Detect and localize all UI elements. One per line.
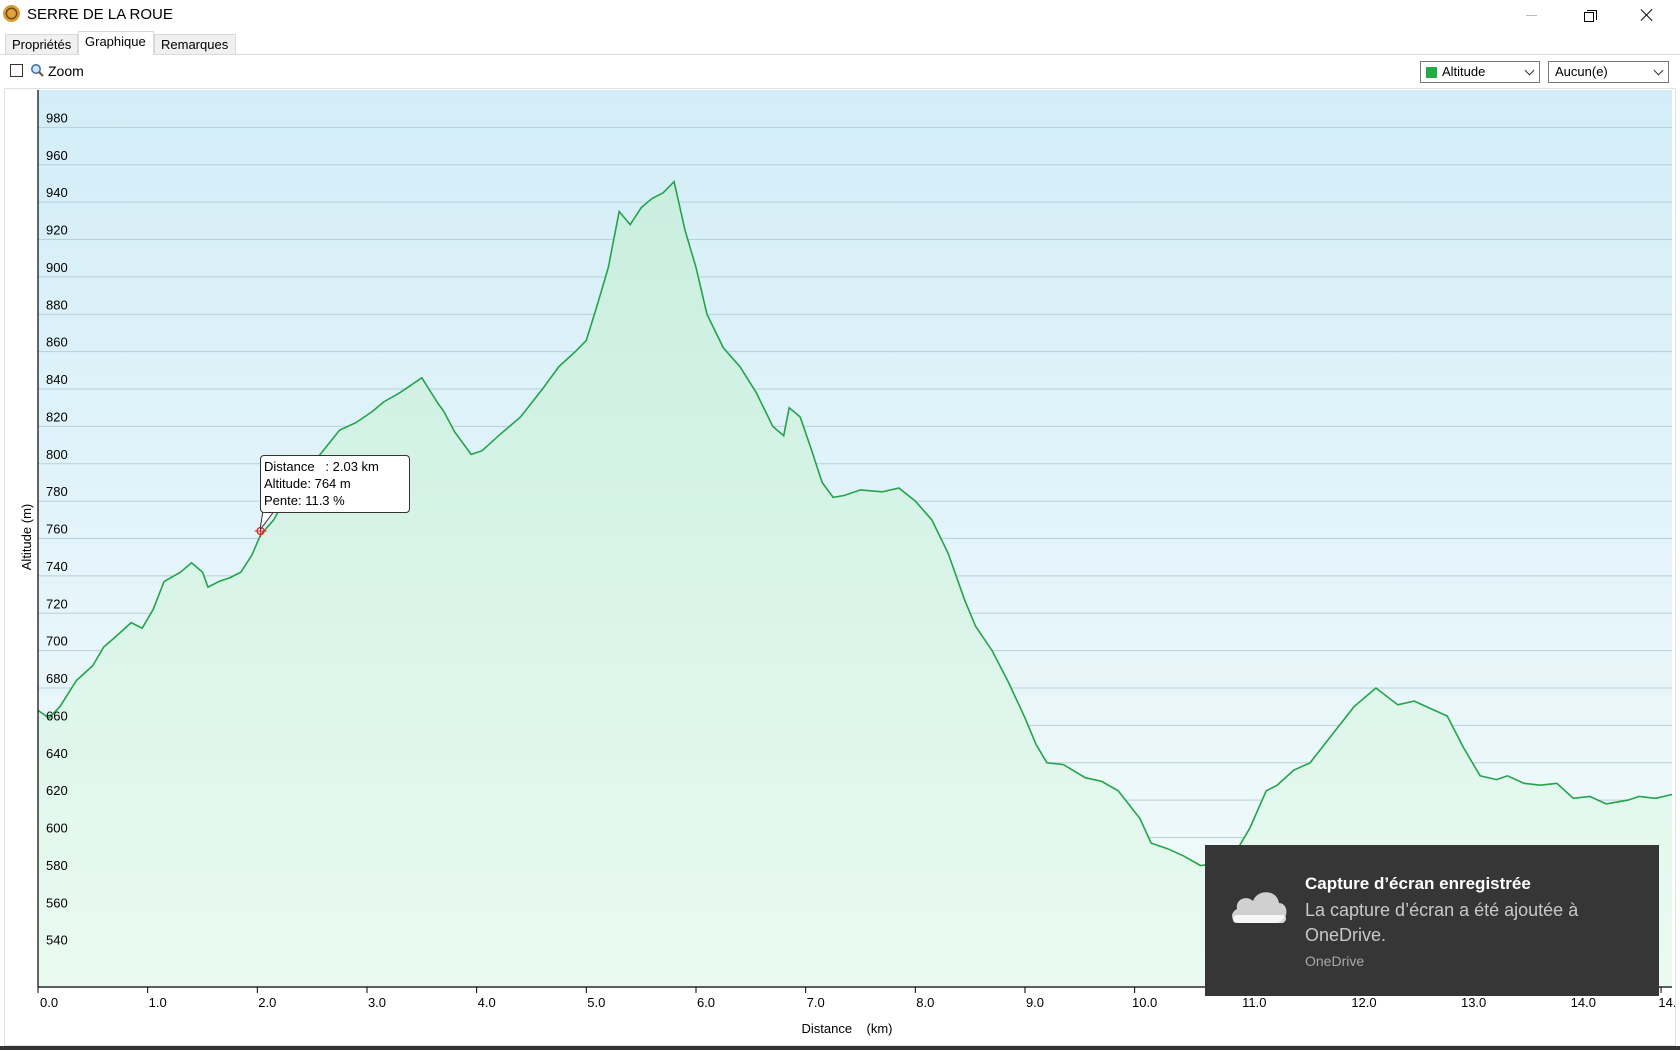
x-tick-label: 6.0 [697, 995, 715, 1010]
y-tick-label: 640 [46, 746, 68, 761]
chart-tooltip: Distance : 2.03 km Altitude: 764 m Pente… [260, 455, 410, 513]
series-select-value: Altitude [1442, 64, 1486, 79]
elevation-line [37, 179, 1673, 867]
y-tick-label: 880 [46, 297, 68, 312]
tab-graphique[interactable]: Graphique [78, 31, 154, 55]
restore-icon [1583, 9, 1597, 22]
chart-frame: 980 960 940 920 900 880 860 840 820 800 780 760 740 7… [4, 88, 1676, 1046]
y-tick-label: 840 [46, 372, 68, 387]
elevation-chart[interactable]: 980 960 940 920 900 880 860 840 820 800 780 760 740 7… [5, 89, 1675, 1045]
x-tick-label: 14.8 [1658, 995, 1675, 1010]
tab-bar: Propriétés Graphique Remarques [0, 30, 1680, 55]
y-tick-label: 620 [46, 783, 68, 798]
y-tick-label: 940 [46, 185, 68, 200]
y-axis-label: Altitude (m) [19, 504, 34, 570]
y-tick-label: 680 [46, 671, 68, 686]
x-tick-label: 5.0 [587, 995, 605, 1010]
x-tick-label: 0.0 [40, 995, 58, 1010]
y-tick-label: 660 [46, 708, 68, 723]
tooltip-distance: Distance : 2.03 km [264, 459, 379, 474]
minimize-button[interactable] [1508, 0, 1554, 30]
tooltip-slope: Pente: 11.3 % [264, 493, 345, 508]
title-bar: SERRE DE LA ROUE [0, 0, 1680, 30]
y-tick-label: 780 [46, 484, 68, 499]
x-tick-label: 4.0 [478, 995, 496, 1010]
x-tick-label: 14.0 [1571, 995, 1596, 1010]
restore-button[interactable] [1566, 0, 1612, 30]
y-tick-label: 920 [46, 223, 68, 238]
x-tick-label: 2.0 [258, 995, 276, 1010]
y-tick-label: 580 [46, 858, 68, 873]
taskbar-edge [0, 1046, 1680, 1050]
y-tick-label: 540 [46, 933, 68, 948]
y-tick-label: 820 [46, 409, 68, 424]
app-icon [3, 5, 20, 22]
y-tick-label: 960 [46, 148, 68, 163]
y-tick-label: 740 [46, 559, 68, 574]
x-tick-label: 12.0 [1351, 995, 1376, 1010]
x-tick-label: 11.0 [1242, 995, 1266, 1010]
y-tick-label: 800 [46, 447, 68, 462]
x-axis-ticks: 0.0 1.0 2.0 3.0 4.0 5.0 6.0 7.0 8.0 9.0 10.0 11.0 12… [37, 987, 1675, 1010]
y-tick-label: 900 [46, 260, 68, 275]
notification-body: La capture d’écran a été ajoutée à OneDr… [1305, 900, 1579, 945]
x-tick-label: 7.0 [807, 995, 825, 1010]
tooltip-arrow [260, 510, 276, 531]
y-tick-label: 560 [46, 895, 68, 910]
y-tick-label: 600 [46, 821, 68, 836]
window-title: SERRE DE LA ROUE [27, 6, 173, 23]
y-axis-ticks: 980 960 940 920 900 880 860 840 820 800 780 760 740 7… [46, 110, 68, 947]
y-tick-label: 760 [46, 522, 68, 537]
y-tick-label: 720 [46, 596, 68, 611]
zoom-checkbox[interactable] [10, 64, 23, 77]
tab-proprietes[interactable]: Propriétés [5, 34, 78, 54]
notification-toast[interactable]: Capture d’écran enregistrée La capture d… [1205, 845, 1659, 996]
tooltip-altitude: Altitude: 764 m [264, 476, 351, 491]
x-tick-label: 13.0 [1461, 995, 1486, 1010]
chevron-down-icon [1524, 65, 1535, 76]
x-tick-label: 1.0 [149, 995, 167, 1010]
filter-select[interactable]: Aucun(e) [1548, 61, 1669, 83]
y-tick-label: 700 [46, 634, 68, 649]
notification-title: Capture d’écran enregistrée [1305, 874, 1531, 893]
series-select[interactable]: Altitude [1420, 61, 1540, 83]
zoom-label[interactable]: Zoom [48, 63, 84, 79]
notification-source: OneDrive [1305, 953, 1365, 969]
x-tick-label: 10.0 [1132, 995, 1157, 1010]
close-button[interactable] [1624, 0, 1670, 30]
chevron-down-icon [1653, 65, 1664, 76]
magnifier-icon [31, 64, 44, 77]
x-tick-label: 9.0 [1026, 995, 1044, 1010]
x-tick-label: 3.0 [368, 995, 386, 1010]
x-axis-label: Distance (km) [801, 1021, 892, 1036]
close-icon [1640, 8, 1654, 22]
y-tick-label: 860 [46, 335, 68, 350]
series-color-swatch [1426, 67, 1437, 78]
tab-remarques[interactable]: Remarques [154, 34, 236, 54]
filter-select-value: Aucun(e) [1555, 64, 1608, 79]
y-tick-label: 980 [46, 110, 68, 125]
minimize-icon [1525, 14, 1537, 16]
x-tick-label: 8.0 [916, 995, 934, 1010]
elevation-area [38, 181, 1672, 988]
cloud-icon [1232, 892, 1287, 923]
